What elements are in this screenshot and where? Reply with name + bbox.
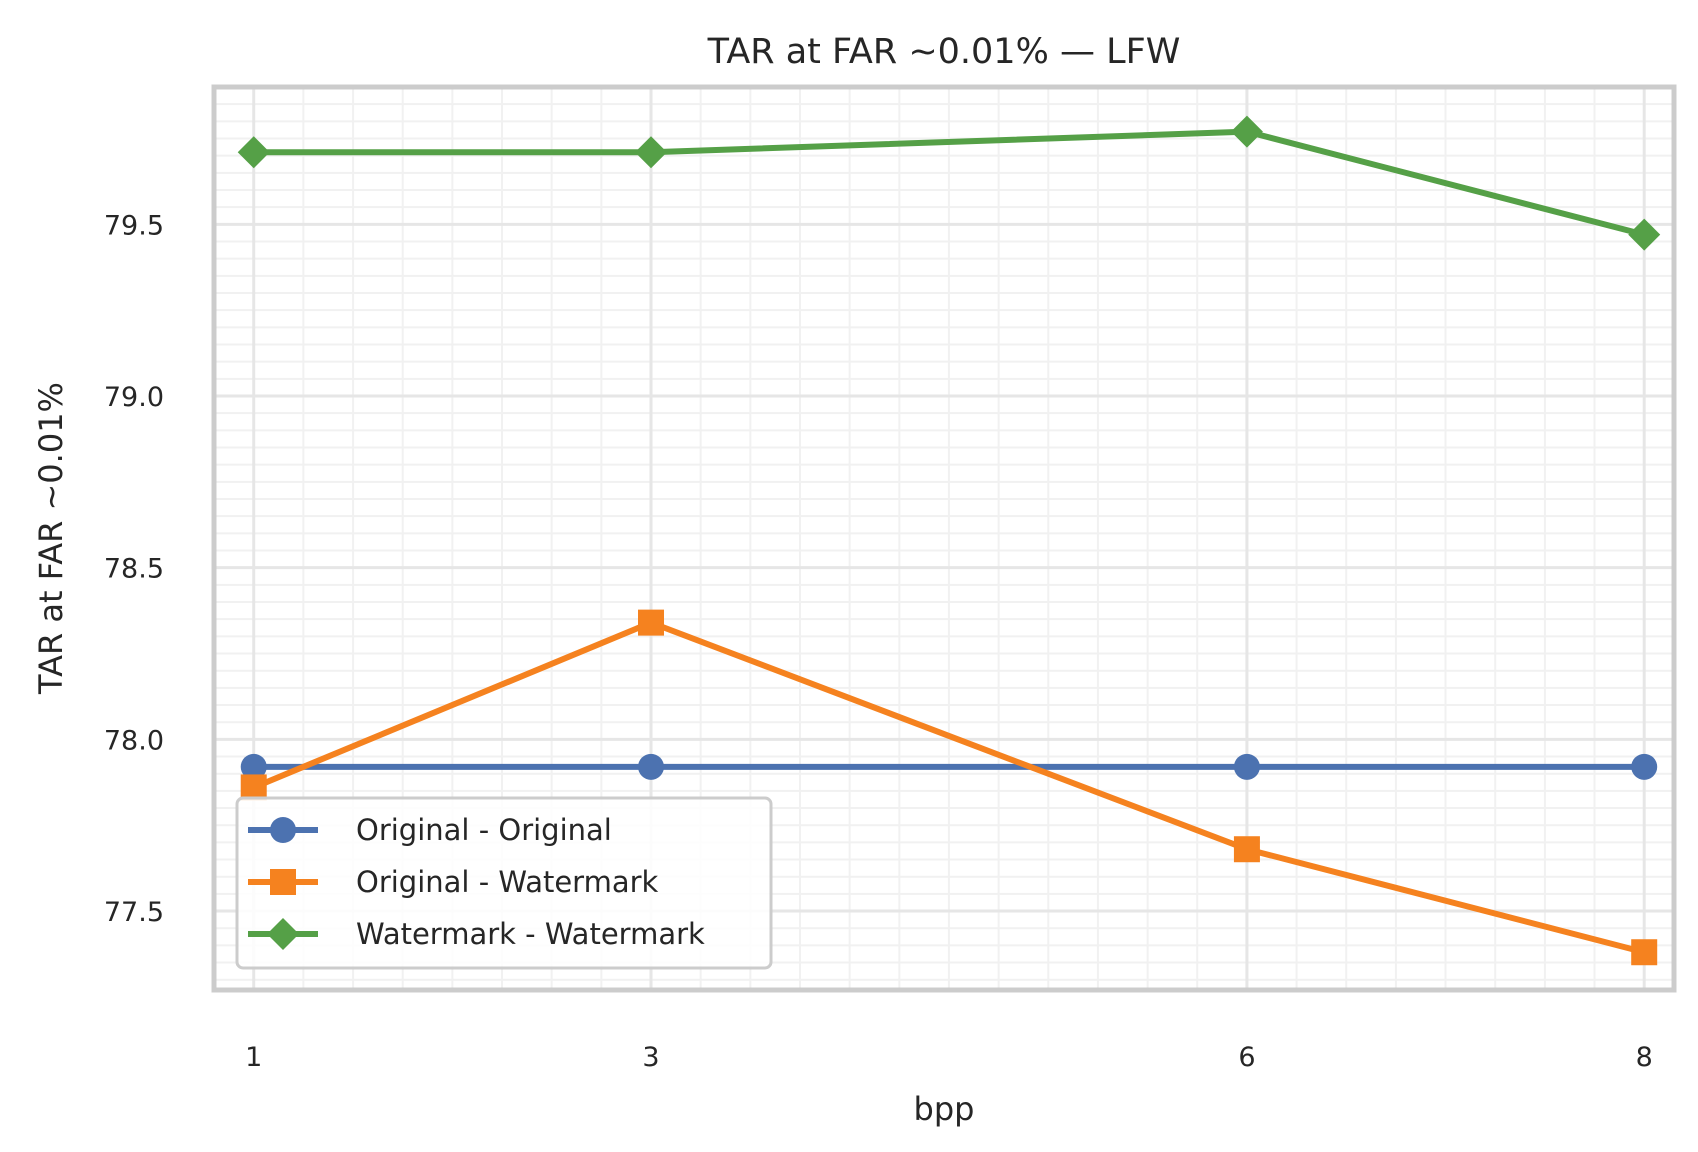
legend-swatch-marker: [270, 869, 296, 895]
chart-title: TAR at FAR ~0.01% — LFW: [707, 32, 1181, 72]
data-point: [1230, 115, 1263, 148]
legend-label: Original - Original: [356, 813, 612, 847]
y-tick-label: 79.5: [104, 210, 164, 241]
data-point: [237, 136, 270, 169]
y-tick-label: 78.5: [104, 554, 164, 585]
legend-item: Original - Original: [248, 813, 612, 847]
data-point: [1233, 836, 1260, 863]
data-point: [638, 753, 665, 780]
x-tick-label: 8: [1636, 1042, 1653, 1073]
series-2: [240, 609, 1658, 966]
x-tick-label: 3: [642, 1042, 659, 1073]
series-1: [240, 753, 1658, 780]
data-point: [638, 609, 665, 636]
legend-swatch-marker: [267, 918, 299, 950]
legend-item: Watermark - Watermark: [248, 917, 705, 951]
legend-box: [235, 796, 773, 970]
y-axis-label: TAR at FAR ~0.01%: [32, 382, 70, 695]
y-tick-label: 79.0: [104, 382, 164, 413]
series-layer: [237, 115, 1661, 966]
series-line: [253, 128, 1645, 238]
series-line: [252, 619, 1645, 956]
data-point: [1631, 753, 1658, 780]
x-tick-label: 1: [245, 1042, 262, 1073]
data-point: [240, 753, 267, 780]
data-point: [1631, 939, 1658, 966]
data-point: [635, 136, 668, 169]
legend-swatch-marker: [270, 817, 296, 843]
y-tick-label: 78.0: [104, 725, 164, 756]
legend-label: Watermark - Watermark: [356, 917, 705, 951]
x-tick-label: 6: [1238, 1042, 1255, 1073]
legend-item: Original - Watermark: [248, 865, 659, 899]
y-tick-label: 77.5: [104, 897, 164, 928]
y-tick-labels: 77.5 78.0 78.5 79.0 79.5: [104, 210, 164, 928]
series-3: [237, 115, 1661, 251]
data-point: [1628, 218, 1661, 251]
legend-label: Original - Watermark: [356, 865, 659, 899]
x-tick-labels: 1 3 6 8: [245, 1042, 1653, 1073]
x-axis-label: bpp: [914, 1090, 975, 1128]
data-point: [240, 774, 267, 801]
legend-items: Original - Original Original - Watermark W…: [248, 813, 705, 951]
data-point: [1233, 753, 1260, 780]
legend: Original - Original Original - Watermark W…: [235, 796, 773, 970]
plot-frame: [211, 84, 1677, 993]
